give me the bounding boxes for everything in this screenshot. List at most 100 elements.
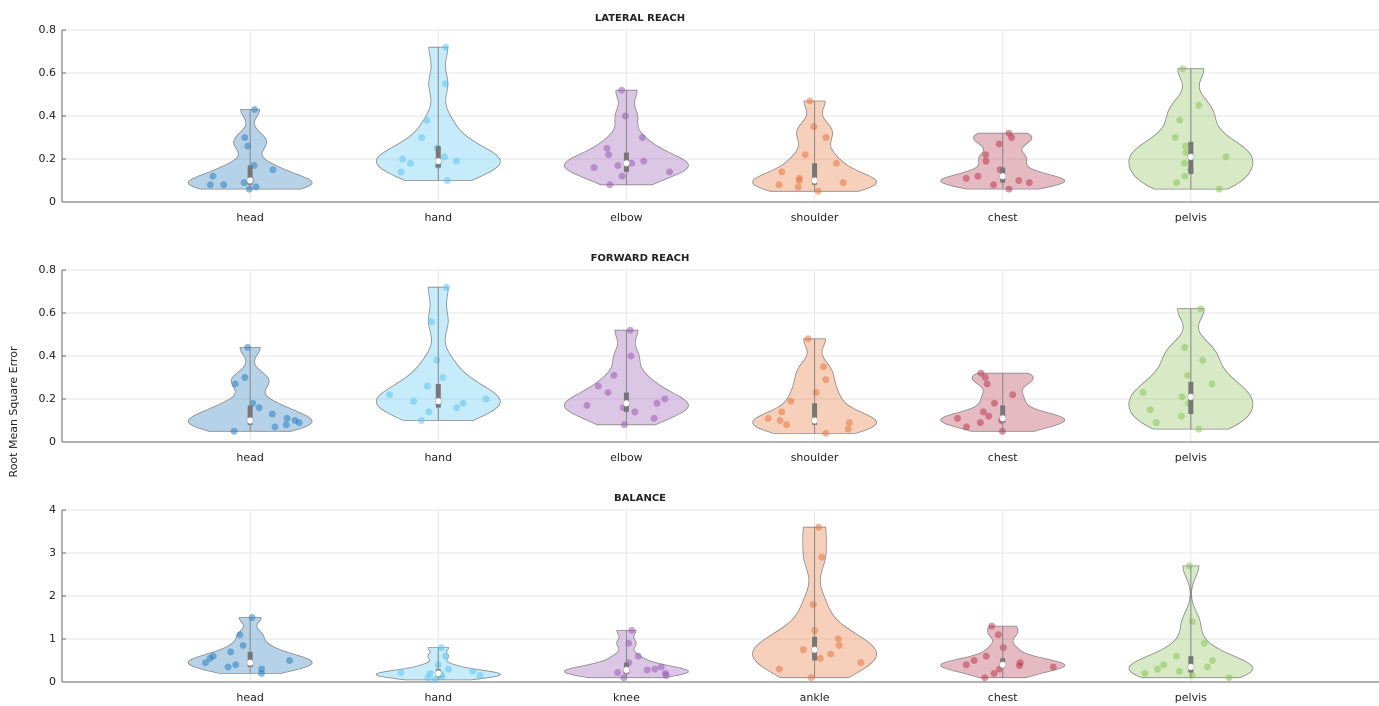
data-point [783,421,791,429]
median [622,666,630,674]
data-point [778,408,786,416]
y-tick-label: 0 [49,675,56,688]
data-point [985,412,993,420]
x-tick-label: chest [988,451,1019,464]
x-tick-label: chest [988,691,1019,704]
data-point [423,382,431,390]
data-point [954,414,962,422]
data-point [1185,562,1193,570]
data-point [1154,665,1162,673]
data-point [1173,179,1181,187]
data-point [804,335,812,343]
y-tick-label: 0 [49,435,56,448]
y-tick-label: 1 [49,632,56,645]
data-point [962,423,970,431]
data-point [1141,669,1149,677]
iqr-box [435,383,441,408]
data-point [583,401,591,409]
data-point [809,601,817,609]
median [999,172,1007,180]
data-point [427,318,435,326]
data-point [417,417,425,424]
data-point [844,425,852,433]
data-point [1182,149,1190,157]
data-point [962,661,970,669]
data-point [816,654,824,662]
data-point [426,669,434,677]
data-point [1176,116,1184,124]
data-point [209,172,217,180]
data-point [1146,406,1154,414]
x-tick-label: head [236,211,263,224]
data-point [206,181,214,189]
data-point [1208,657,1216,664]
data-point [283,414,291,422]
data-point [832,159,840,167]
data-point [778,168,786,176]
median [622,399,630,407]
data-point [271,423,279,431]
x-tick-label: pelvis [1175,211,1207,224]
data-point [444,665,452,673]
data-point [820,363,828,371]
median [434,157,442,165]
data-point [818,553,826,561]
data-point [244,343,252,351]
x-tick-label: elbow [610,451,643,464]
data-point [1172,652,1180,660]
data-point [469,667,477,675]
data-point [982,652,990,660]
data-point [397,669,405,677]
data-point [245,185,253,193]
data-point [621,112,629,120]
x-tick-label: shoulder [791,211,839,224]
data-point [979,408,987,416]
median [1187,663,1195,671]
median [811,646,819,654]
data-point [1195,425,1203,433]
data-point [1225,674,1233,682]
x-tick-label: ankle [800,691,830,704]
data-point [1188,672,1196,680]
data-point [628,159,636,167]
data-point [651,665,659,673]
data-point [990,399,998,407]
data-point [962,174,970,182]
data-point [291,417,299,424]
data-point [620,674,628,682]
data-point [442,283,450,291]
data-point [439,374,447,381]
data-point [1188,618,1196,626]
x-tick-label: hand [424,211,452,224]
data-point [982,157,990,165]
data-point [231,380,239,388]
data-point [1025,179,1033,187]
data-point [251,106,259,114]
data-point [822,429,830,437]
data-point [643,666,651,674]
x-tick-label: knee [613,691,640,704]
data-point [240,179,248,187]
data-point [614,161,622,169]
data-point [627,352,635,360]
data-point [268,410,276,418]
data-point [244,142,252,150]
data-point [590,164,598,172]
data-point [634,652,642,660]
data-point [1178,393,1186,401]
data-point [406,159,414,167]
data-point [835,641,843,649]
median [811,177,819,184]
data-point [241,134,249,141]
data-point [1215,185,1223,193]
y-axis-label: Root Mean Square Error [7,346,20,477]
data-point [423,116,431,124]
data-point [981,674,989,682]
data-point [442,43,450,51]
data-point [845,419,853,427]
data-point [418,134,426,141]
data-point [258,665,266,673]
data-point [1015,177,1023,184]
data-point [606,181,614,189]
data-point [794,183,802,191]
